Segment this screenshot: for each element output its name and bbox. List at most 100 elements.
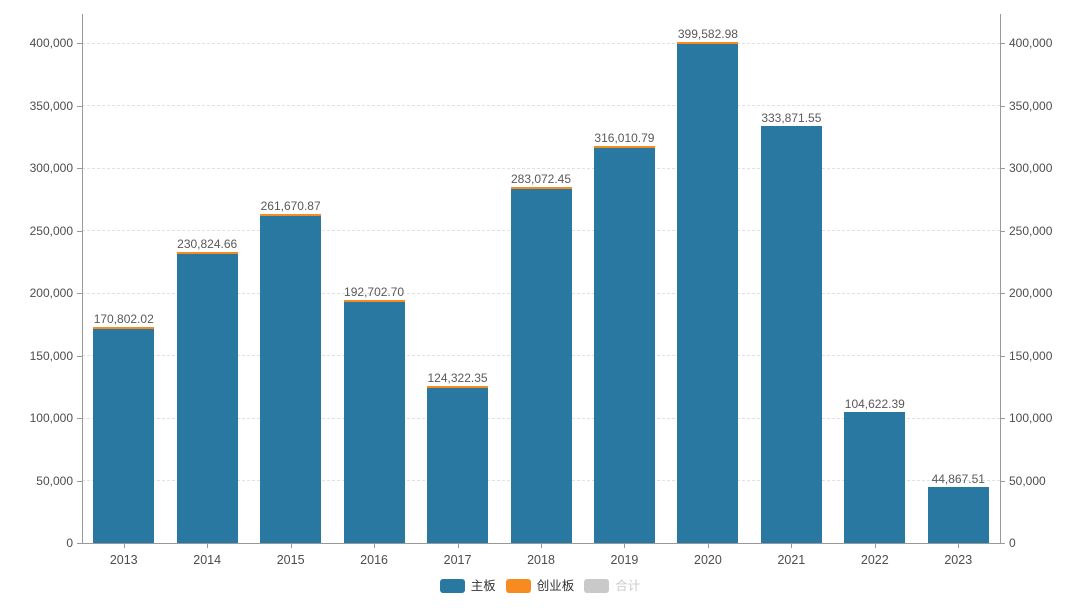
bar-2013[interactable] — [93, 329, 155, 543]
bar-value-label-2016: 192,702.70 — [344, 285, 405, 300]
bar-value-label-2013: 170,802.02 — [93, 312, 154, 327]
y-axis-label-right: 150,000 — [1009, 348, 1053, 363]
bar-value-label-2015: 261,670.87 — [260, 198, 321, 213]
y-axis-tick-right — [1000, 168, 1005, 169]
x-axis-tick-2014 — [207, 543, 209, 548]
gridline — [82, 105, 1000, 106]
bar-strip-2015[interactable] — [260, 213, 322, 216]
x-axis-label-2016: 2016 — [360, 553, 388, 567]
x-axis-label-2013: 2013 — [109, 553, 138, 567]
y-axis-tick-left — [77, 105, 82, 107]
y-axis-label-right: 350,000 — [1009, 98, 1053, 113]
bar-strip-2019[interactable] — [593, 145, 655, 148]
x-axis-tick-2015 — [290, 543, 292, 548]
gridline — [82, 167, 1000, 169]
bar-value-label-2022: 104,622.39 — [844, 397, 905, 412]
y-axis-tick-right — [1000, 293, 1005, 294]
bar-2020[interactable] — [677, 43, 739, 543]
x-axis-tick-2016 — [374, 543, 376, 548]
bar-2016[interactable] — [343, 302, 405, 543]
bar-strip-2014[interactable] — [176, 252, 238, 255]
y-axis-label-right: 50,000 — [1009, 473, 1046, 488]
y-axis-tick-left — [77, 230, 82, 232]
y-axis-tick-left — [77, 168, 82, 169]
y-axis-tick-right — [1000, 543, 1005, 544]
legend-label-chinext: 创业板 — [536, 579, 575, 593]
y-axis-line-right — [1000, 14, 1001, 543]
x-axis-label-2022: 2022 — [860, 553, 889, 567]
y-axis-label-right: 300,000 — [1009, 161, 1053, 175]
x-axis-line — [82, 543, 1001, 544]
y-axis-tick-left — [77, 355, 82, 357]
bar-2021[interactable] — [760, 125, 822, 543]
bar-strip-2017[interactable] — [427, 385, 489, 388]
y-axis-tick-left — [77, 543, 82, 544]
y-axis-label-left: 300,000 — [29, 161, 73, 175]
y-axis-label-left: 50,000 — [36, 473, 73, 488]
bar-value-label-2020: 399,582.98 — [677, 26, 738, 41]
y-axis-tick-left — [77, 480, 82, 482]
bar-value-label-2014: 230,824.66 — [177, 237, 238, 252]
x-axis-tick-2021 — [791, 543, 793, 548]
legend-swatch-chinext — [505, 579, 531, 593]
y-axis-label-left: 350,000 — [29, 98, 73, 113]
y-axis-tick-right — [1000, 43, 1005, 44]
bar-strip-2016[interactable] — [343, 300, 405, 303]
bar-2015[interactable] — [260, 215, 322, 543]
gridline — [82, 42, 1000, 44]
x-axis-tick-2022 — [874, 543, 876, 548]
bar-2023[interactable] — [927, 486, 989, 543]
y-axis-tick-right — [1000, 355, 1005, 357]
bar-value-label-2017: 124,322.35 — [427, 370, 488, 385]
y-axis-tick-left — [77, 293, 82, 294]
x-axis-tick-2019 — [624, 543, 626, 548]
y-axis-label-left: 100,000 — [29, 411, 73, 425]
legend-label-total: 合计 — [615, 579, 641, 593]
bar-2019[interactable] — [593, 147, 655, 543]
bar-strip-2013[interactable] — [93, 327, 155, 330]
y-axis-label-right: 100,000 — [1009, 411, 1053, 425]
legend-label-main-board: 主板 — [470, 579, 496, 593]
x-axis-label-2018: 2018 — [527, 553, 555, 567]
x-axis-label-2020: 2020 — [694, 553, 722, 567]
bar-2022[interactable] — [844, 412, 906, 543]
bar-2017[interactable] — [427, 387, 489, 543]
y-axis-label-right: 200,000 — [1009, 286, 1053, 300]
y-axis-label-left: 150,000 — [29, 348, 73, 363]
x-axis-label-2023: 2023 — [944, 553, 973, 567]
bar-strip-2018[interactable] — [510, 187, 572, 190]
bar-strip-2020[interactable] — [677, 41, 739, 44]
x-axis-tick-2018 — [541, 543, 542, 548]
x-axis-label-2021: 2021 — [777, 553, 806, 567]
y-axis-label-left: 200,000 — [29, 286, 73, 300]
bar-value-label-2019: 316,010.79 — [594, 130, 655, 145]
bar-value-label-2023: 44,867.51 — [931, 471, 985, 486]
y-axis-label-right: 250,000 — [1009, 223, 1053, 238]
bar-2014[interactable] — [176, 254, 238, 543]
y-axis-label-left: 0 — [66, 536, 73, 550]
legend-item-main-board[interactable]: 主板 — [439, 579, 496, 593]
bar-value-label-2021: 333,871.55 — [761, 110, 822, 125]
x-axis-label-2017: 2017 — [443, 553, 472, 567]
legend-item-chinext[interactable]: 创业板 — [505, 579, 575, 593]
legend-swatch-total — [584, 579, 610, 593]
x-axis-tick-2020 — [707, 543, 709, 548]
y-axis-tick-right — [1000, 105, 1005, 107]
y-axis-tick-right — [1000, 418, 1005, 419]
y-axis-label-right: 0 — [1009, 536, 1016, 550]
x-axis-tick-2017 — [457, 543, 459, 548]
x-axis-tick-2013 — [123, 543, 125, 548]
y-axis-tick-left — [77, 418, 82, 419]
bar-2018[interactable] — [510, 189, 572, 543]
x-axis-label-2019: 2019 — [610, 553, 639, 567]
legend-item-total[interactable]: 合计 — [584, 579, 640, 593]
legend: 主板 创业板 合计 — [0, 579, 1080, 593]
bar-value-label-2018: 283,072.45 — [510, 172, 572, 187]
legend-swatch-main-board — [439, 579, 465, 593]
x-axis-tick-2023 — [958, 543, 960, 548]
y-axis-label-right: 400,000 — [1009, 36, 1053, 50]
y-axis-label-left: 400,000 — [29, 36, 73, 50]
x-axis-label-2014: 2014 — [193, 553, 222, 567]
x-axis-label-2015: 2015 — [276, 553, 305, 567]
